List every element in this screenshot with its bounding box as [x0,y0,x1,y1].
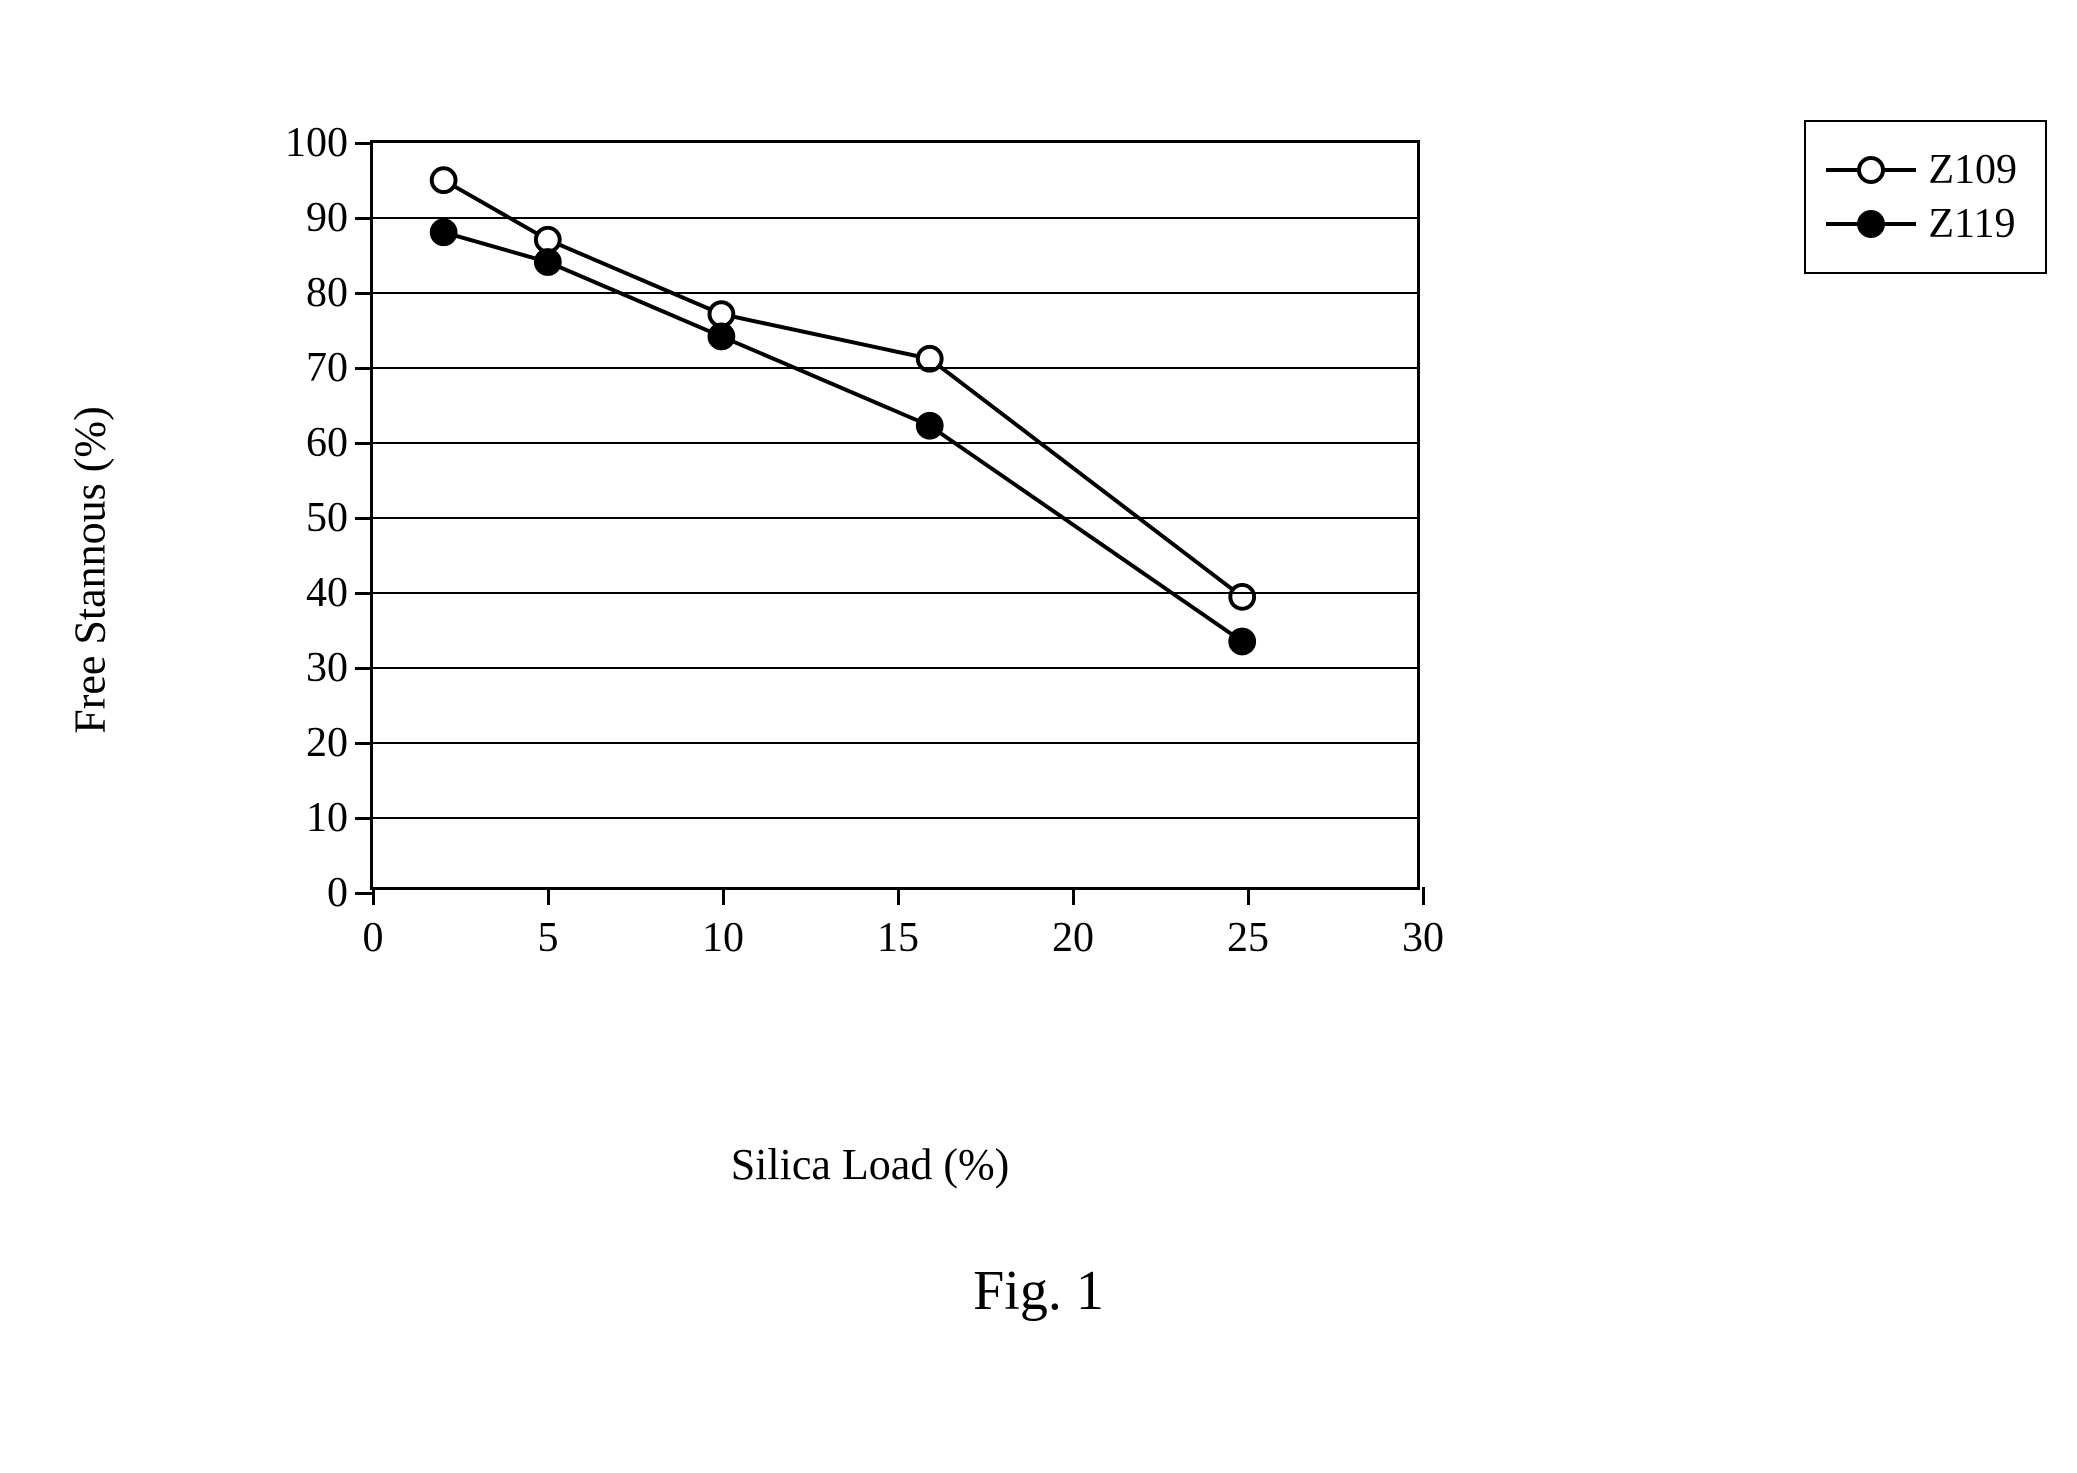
legend-item: Z119 [1826,200,2017,248]
y-tick [355,592,373,595]
gridline-h [373,217,1417,219]
chart-container: 0102030405060708090100051015202530 Free … [220,120,1520,1020]
legend-label: Z119 [1928,200,2015,248]
y-tick [355,817,373,820]
gridline-h [373,517,1417,519]
plot-area: 0102030405060708090100051015202530 [370,140,1420,890]
y-tick [355,292,373,295]
y-tick-label: 90 [273,194,348,242]
legend: Z109 Z119 [1804,120,2047,274]
legend-swatch [1826,152,1916,188]
y-tick-label: 10 [273,794,348,842]
gridline-h [373,442,1417,444]
legend-swatch [1826,206,1916,242]
x-tick-label: 30 [1402,914,1444,962]
series-marker [536,250,560,274]
legend-label: Z109 [1928,146,2017,194]
gridline-h [373,292,1417,294]
x-tick [1247,887,1250,905]
series-marker [709,325,733,349]
y-tick-label: 100 [273,119,348,167]
y-tick-label: 80 [273,269,348,317]
figure-caption: Fig. 1 [973,1259,1104,1323]
y-tick [355,142,373,145]
y-tick-label: 70 [273,344,348,392]
gridline-h [373,817,1417,819]
y-tick [355,442,373,445]
series-marker [536,228,560,252]
y-axis-label: Free Stannous (%) [65,406,116,734]
x-tick [1422,887,1425,905]
series-marker [709,302,733,326]
y-tick-label: 50 [273,494,348,542]
series-marker [432,168,456,192]
y-tick [355,892,373,895]
x-tick-label: 5 [538,914,559,962]
gridline-h [373,367,1417,369]
chart-svg [373,143,1417,887]
gridline-h [373,667,1417,669]
x-axis-label: Silica Load (%) [731,1139,1010,1190]
y-tick-label: 0 [273,869,348,917]
y-tick-label: 20 [273,719,348,767]
x-tick-label: 20 [1052,914,1094,962]
y-tick [355,367,373,370]
gridline-h [373,742,1417,744]
x-tick [897,887,900,905]
x-tick-label: 10 [702,914,744,962]
series-marker [1230,630,1254,654]
x-tick [1072,887,1075,905]
y-tick [355,742,373,745]
series-marker [918,414,942,438]
y-tick [355,217,373,220]
y-tick-label: 40 [273,569,348,617]
series-marker [1230,585,1254,609]
x-tick [722,887,725,905]
x-tick-label: 15 [877,914,919,962]
y-tick-label: 60 [273,419,348,467]
x-tick [372,887,375,905]
y-tick [355,517,373,520]
y-tick-label: 30 [273,644,348,692]
y-tick [355,667,373,670]
gridline-h [373,592,1417,594]
x-tick [547,887,550,905]
series-marker [432,220,456,244]
x-tick-label: 25 [1227,914,1269,962]
x-tick-label: 0 [363,914,384,962]
legend-item: Z109 [1826,146,2017,194]
